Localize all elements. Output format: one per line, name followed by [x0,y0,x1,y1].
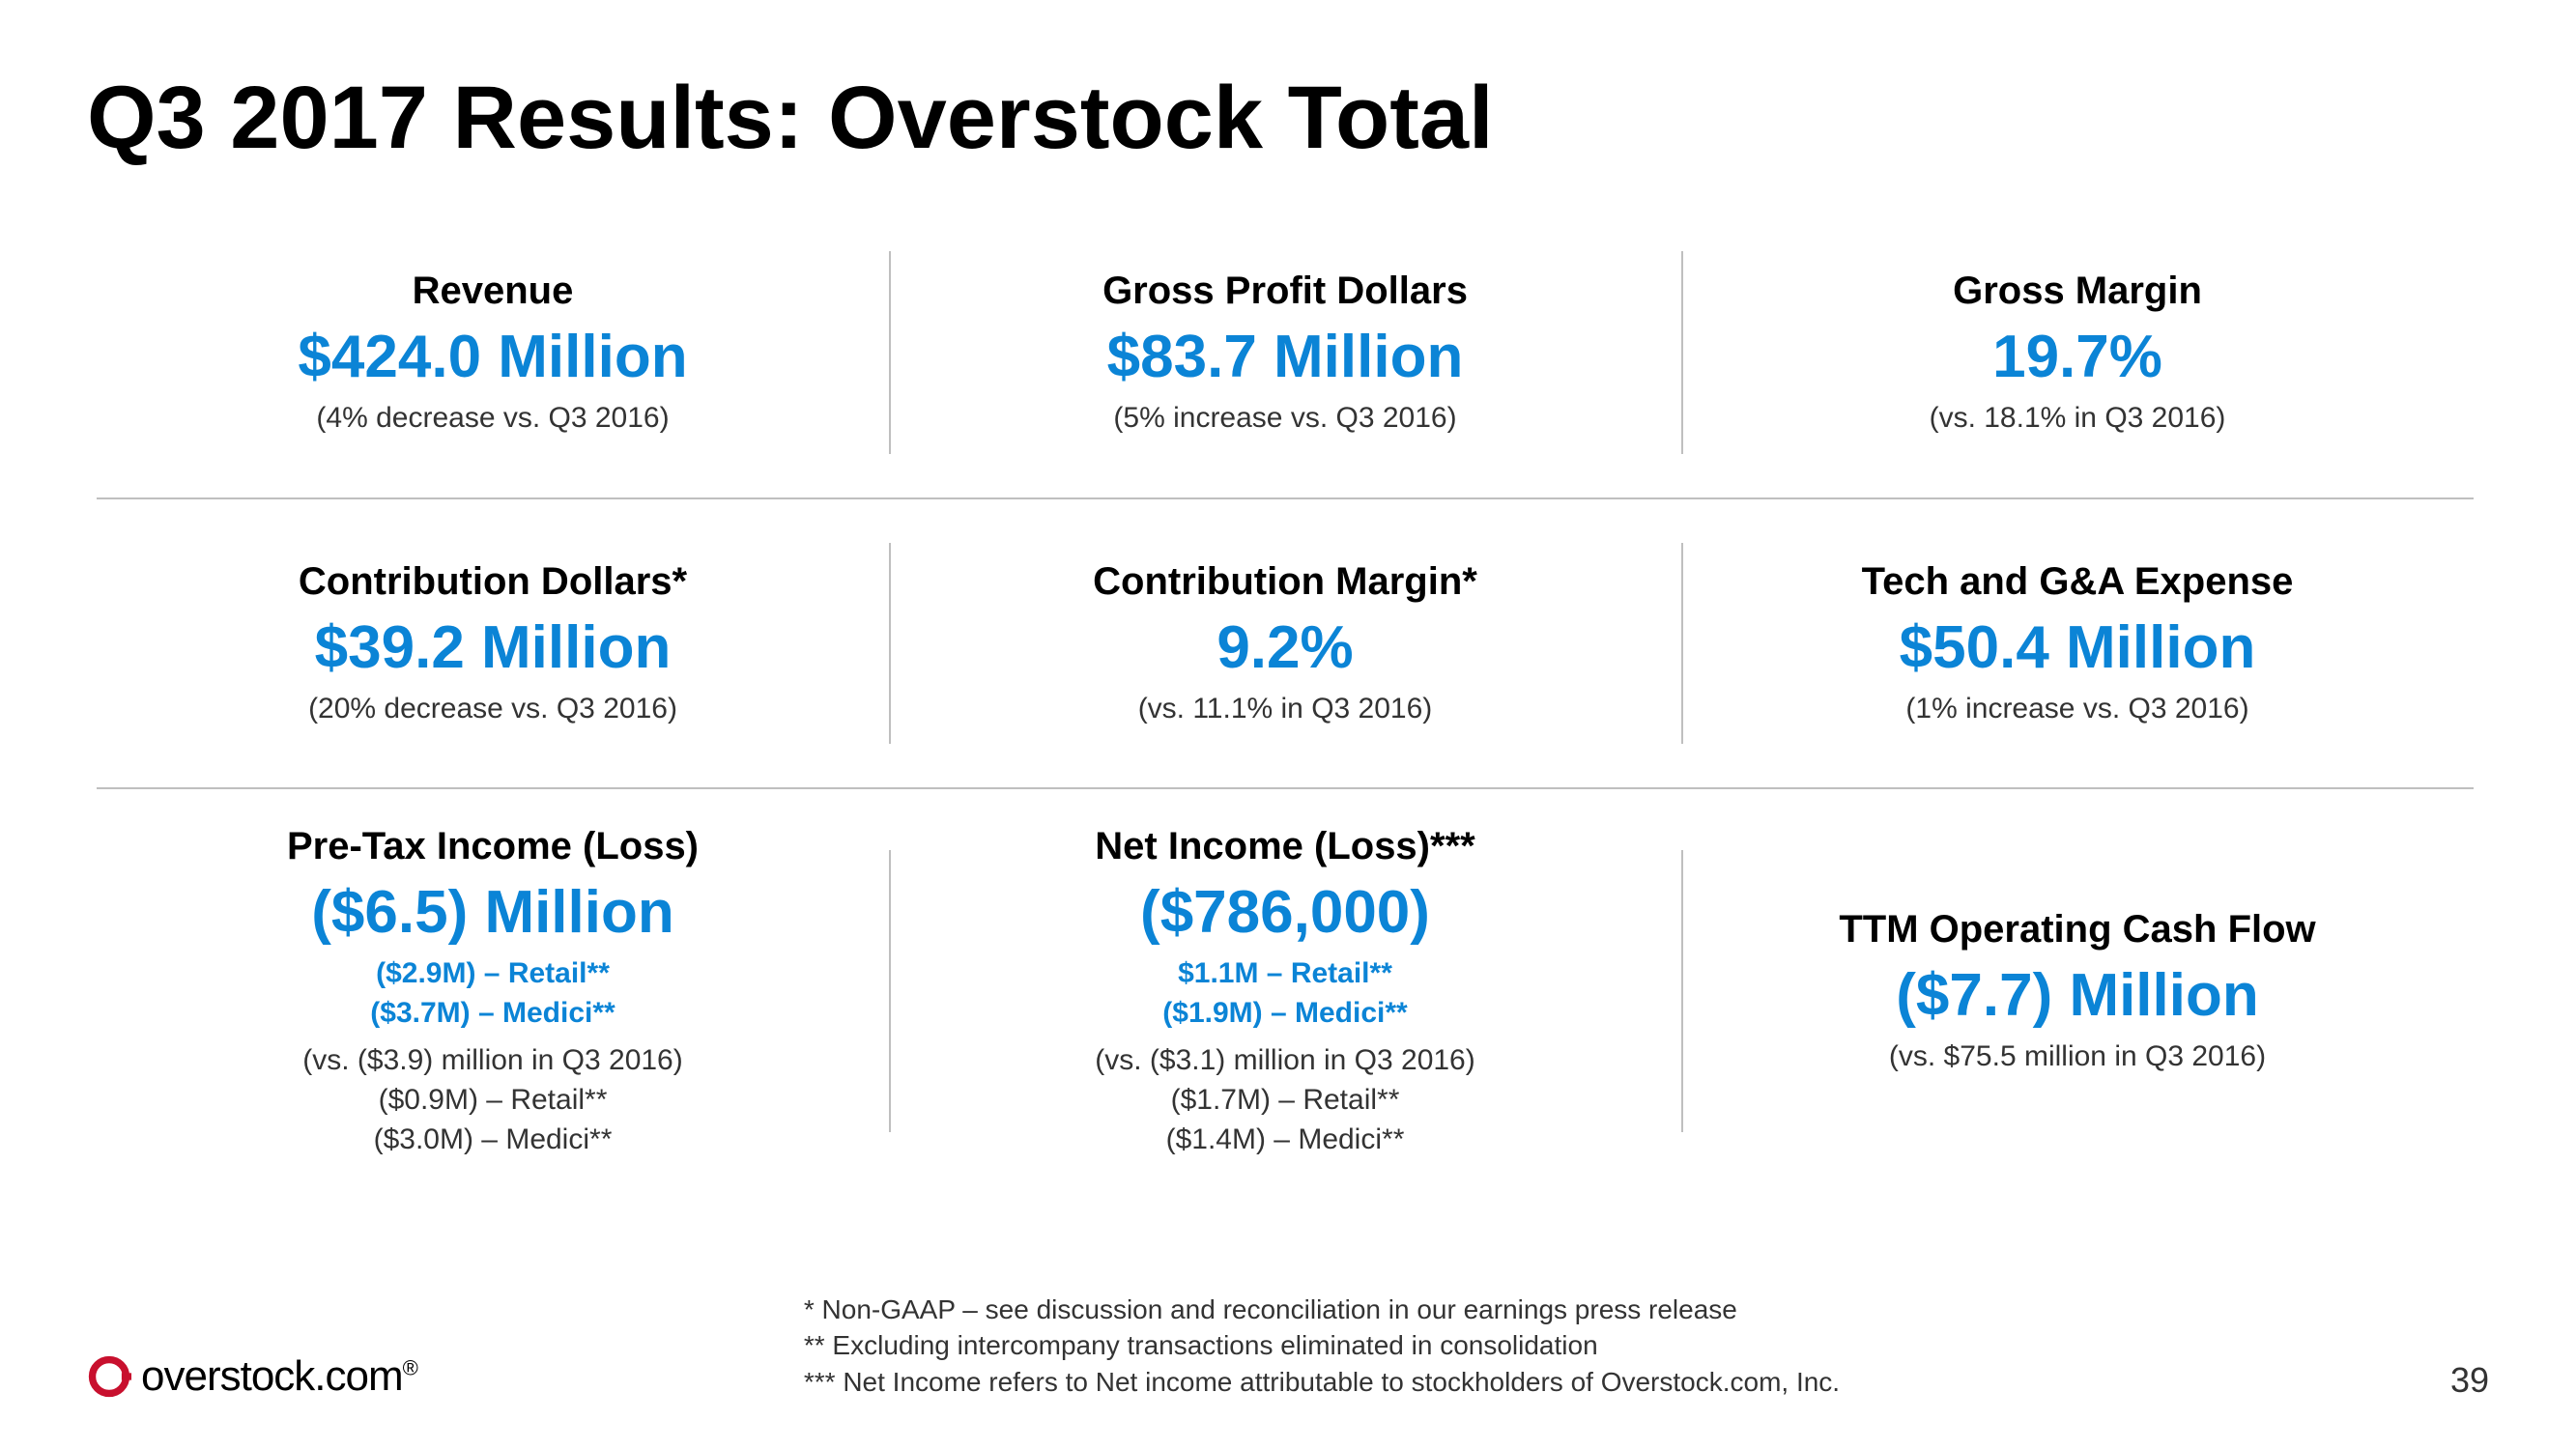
metric-value: $83.7 Million [1107,323,1464,391]
page-number: 39 [2450,1360,2489,1401]
metric-value: $39.2 Million [315,613,672,682]
metric-sub-gray: ($1.7M) – Retail** [1171,1081,1400,1119]
metric-value: ($6.5) Million [311,878,673,947]
metric-sub-blue: ($1.9M) – Medici** [1162,994,1407,1032]
cell-ttm-cash-flow: TTM Operating Cash Flow ($7.7) Million (… [1681,787,2474,1193]
metric-sub-gray: (vs. ($3.9) million in Q3 2016) [302,1041,683,1079]
overstock-logo: overstock.com® [87,1352,417,1401]
metric-sub-gray-stack: (vs. ($3.1) million in Q3 2016) ($1.7M) … [1095,1041,1475,1158]
metric-value: 9.2% [1216,613,1353,682]
footnote-line: ** Excluding intercompany transactions e… [804,1327,2412,1364]
cell-gross-profit: Gross Profit Dollars $83.7 Million (5% i… [889,208,1681,497]
metric-sub-blue-stack: $1.1M – Retail** ($1.9M) – Medici** [1162,954,1407,1032]
metric-sub-gray: ($0.9M) – Retail** [379,1081,608,1119]
metric-sub-blue: $1.1M – Retail** [1178,954,1392,992]
footnote-line: *** Net Income refers to Net income attr… [804,1364,2412,1401]
metric-sub-blue: ($3.7M) – Medici** [370,994,615,1032]
metric-value: ($786,000) [1140,878,1430,947]
cell-tech-ga-expense: Tech and G&A Expense $50.4 Million (1% i… [1681,497,2474,787]
cell-revenue: Revenue $424.0 Million (4% decrease vs. … [97,208,889,497]
metrics-grid: Revenue $424.0 Million (4% decrease vs. … [97,208,2474,1193]
metric-sub: (20% decrease vs. Q3 2016) [308,690,677,727]
slide-footer: overstock.com® * Non-GAAP – see discussi… [87,1292,2489,1401]
metric-label: Tech and G&A Expense [1862,560,2294,604]
metric-sub-gray: (vs. ($3.1) million in Q3 2016) [1095,1041,1475,1079]
metric-value: ($7.7) Million [1896,961,2258,1030]
cell-contribution-margin: Contribution Margin* 9.2% (vs. 11.1% in … [889,497,1681,787]
metric-sub-blue: ($2.9M) – Retail** [376,954,610,992]
cell-gross-margin: Gross Margin 19.7% (vs. 18.1% in Q3 2016… [1681,208,2474,497]
metric-label: Gross Margin [1953,270,2202,313]
metric-sub-gray: ($1.4M) – Medici** [1166,1121,1405,1158]
metric-sub-gray: ($3.0M) – Medici** [374,1121,613,1158]
metric-value: 19.7% [1992,323,2162,391]
metric-sub: (4% decrease vs. Q3 2016) [316,399,669,437]
metric-value: $50.4 Million [1900,613,2256,682]
metric-sub-blue-stack: ($2.9M) – Retail** ($3.7M) – Medici** [370,954,615,1032]
overstock-logo-icon [87,1354,131,1399]
metric-label: Revenue [413,270,574,313]
metric-sub: (1% increase vs. Q3 2016) [1905,690,2248,727]
metric-label: Pre-Tax Income (Loss) [287,825,699,868]
metric-label: Contribution Margin* [1093,560,1477,604]
footnote-line: * Non-GAAP – see discussion and reconcil… [804,1292,2412,1328]
metric-value: $424.0 Million [298,323,687,391]
slide-container: Q3 2017 Results: Overstock Total Revenue… [0,0,2576,1449]
cell-contribution-dollars: Contribution Dollars* $39.2 Million (20%… [97,497,889,787]
metric-label: TTM Operating Cash Flow [1839,908,2315,952]
metric-sub: (5% increase vs. Q3 2016) [1113,399,1456,437]
slide-title: Q3 2017 Results: Overstock Total [87,68,2489,169]
metric-sub: (vs. 11.1% in Q3 2016) [1138,690,1433,727]
footnotes: * Non-GAAP – see discussion and reconcil… [804,1292,2412,1401]
metric-sub-gray-stack: (vs. ($3.9) million in Q3 2016) ($0.9M) … [302,1041,683,1158]
metric-sub: (vs. $75.5 million in Q3 2016) [1889,1037,2266,1075]
metric-label: Gross Profit Dollars [1102,270,1468,313]
overstock-logo-text: overstock.com® [141,1352,417,1401]
cell-net-income: Net Income (Loss)*** ($786,000) $1.1M – … [889,787,1681,1193]
metric-sub: (vs. 18.1% in Q3 2016) [1930,399,2226,437]
cell-pretax-income: Pre-Tax Income (Loss) ($6.5) Million ($2… [97,787,889,1193]
metric-label: Net Income (Loss)*** [1095,825,1474,868]
metric-label: Contribution Dollars* [299,560,687,604]
